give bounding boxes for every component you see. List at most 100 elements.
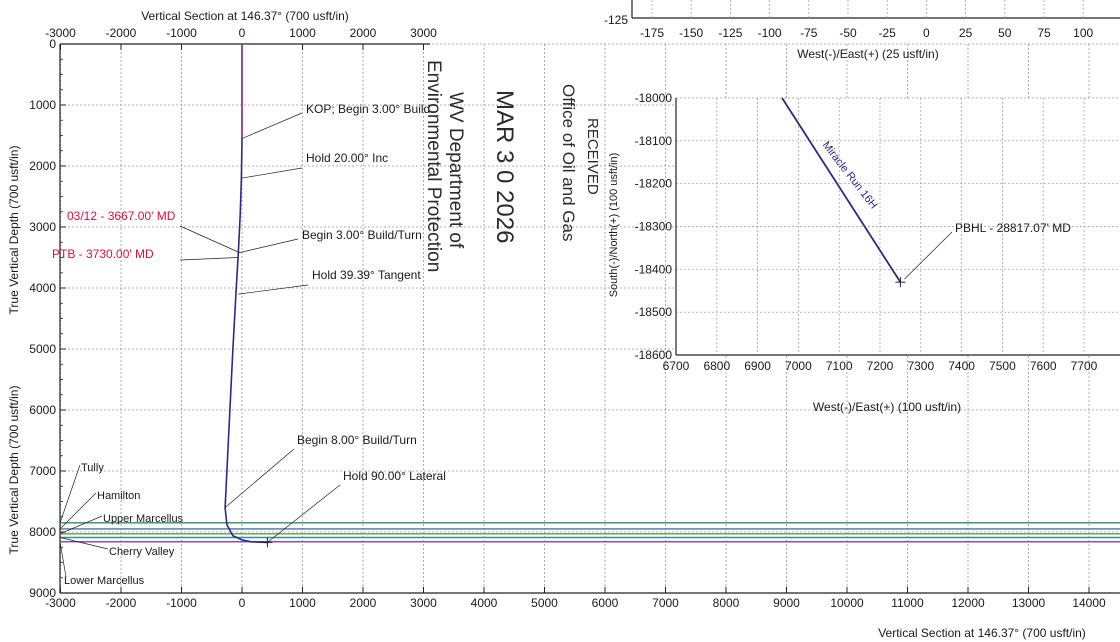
top-plan-x-axis-title: West(-)/East(+) (25 usft/in) [797,47,938,61]
stamp-date: MAR 3 0 2026 [491,90,518,243]
annotation-leader [267,484,341,543]
top-plan-x-tick-label: -50 [839,26,857,40]
top-x-tick-label: -2000 [106,26,137,40]
bottom-x-axis-title: Vertical Section at 146.37° (700 usft/in… [878,626,1086,640]
plan-x-tick-label: 7700 [1071,359,1098,373]
plan-y-tick-label: -18000 [635,91,673,105]
top-plan-axis: -125 -175 -150 -125 -100 -75 -50 -25 0 25 50 75 100 [604,0,1120,40]
y-tick-label: 1000 [29,98,56,112]
formation-label-tully: Tully [81,462,104,474]
bottom-x-tick-label: 11000 [891,596,924,610]
annotation-hold-39-tangent: Hold 39.39° Tangent [312,268,421,282]
top-x-tick-label: -1000 [166,26,197,40]
annotation-leader [241,167,303,179]
plan-x-tick-label: 7000 [785,359,812,373]
stamp-office: Office of Oil and Gas [559,84,578,241]
annotation-leader [179,257,239,261]
bottom-x-tick-label: 14000 [1072,596,1106,610]
formation-leader [59,541,67,578]
bottom-x-tick-label: 12000 [951,596,985,610]
bottom-x-tick-label: -2000 [106,596,137,610]
top-plan-x-tick-label: 75 [1037,26,1051,40]
bottom-x-tick-label: 5000 [531,596,558,610]
top-x-axis-title: Vertical Section at 146.37° (700 usft/in… [141,9,349,23]
top-plan-x-tick-label: 0 [923,26,930,40]
top-plan-x-tick-label: -100 [758,26,782,40]
annotation-begin-3-build-turn: Begin 3.00° Build/Turn [302,228,422,242]
plan-x-tick-label: 7100 [826,359,853,373]
stamp-received: RECEIVED [584,118,601,195]
y-axis-title-upper: True Vertical Depth (700 usft/in) [7,146,21,315]
top-plan-x-tick-label: -25 [879,26,897,40]
plan-x-tick-label: 7200 [867,359,894,373]
y-axis-title-lower: True Vertical Depth (700 usft/in) [7,386,21,555]
y-tick-label: 7000 [29,464,56,478]
y-tick-label: 6000 [29,403,56,417]
y-tick-label: 2000 [29,159,56,173]
y-tick-label: 4000 [29,281,56,295]
stamp-wv-dept: WV Department of [445,92,466,249]
annotation-leader [239,238,299,253]
well-path-line [224,44,268,544]
formation-leader [59,464,81,523]
top-x-tick-label: 2000 [350,26,377,40]
annotation-leader [238,284,309,295]
bottom-x-tick-label: -1000 [166,596,197,610]
y-tick-label: 0 [49,37,56,51]
top-x-tick-label: 3000 [410,26,437,40]
formation-label-hamilton: Hamilton [97,490,140,502]
annotation-ptb-3730: PTB - 3730.00' MD [52,247,154,261]
formation-label-lower-marcellus: Lower Marcellus [64,575,145,587]
bottom-x-tick-label: 0 [239,596,246,610]
y-tick-label: 3000 [29,220,56,234]
plan-x-tick-label: 7400 [948,359,975,373]
plan-y-tick-label: -18200 [635,177,673,191]
plan-x-tick-label: 6800 [703,359,730,373]
formation-leader [59,537,109,550]
bottom-x-tick-label: 1000 [289,596,316,610]
bottom-x-tick-label: 2000 [350,596,377,610]
y-tick-label: 9000 [29,586,56,600]
bottom-x-tick-label: 10000 [830,596,864,610]
annotation-leader [179,225,240,253]
plan-y-tick-label: -18600 [635,348,673,362]
annotation-hold-20: Hold 20.00° Inc [306,151,388,165]
plan-y-tick-label: -18100 [635,134,673,148]
bottom-x-tick-label: 3000 [410,596,437,610]
plan-x-tick-label: 7500 [989,359,1016,373]
top-plan-x-tick-label: -75 [800,26,818,40]
bottom-x-tick-label: 4000 [471,596,498,610]
plan-target-leader [904,231,953,280]
plan-y-tick-label: -18400 [635,262,673,276]
top-x-tick-label: 0 [239,26,246,40]
top-plan-x-tick-label: 50 [998,26,1012,40]
formation-leader [59,492,97,530]
formation-label-cherry-valley: Cherry Valley [109,546,175,558]
bottom-x-tick-label: 9000 [773,596,800,610]
plan-x-tick-label: 7300 [907,359,934,373]
plan-target-label: PBHL - 28817.07' MD [955,221,1071,235]
top-plan-x-tick-label: -175 [640,26,664,40]
main-chart: 0100020003000400050006000700080009000-30… [29,26,1120,610]
bottom-x-tick-label: 6000 [592,596,619,610]
top-plan-x-tick-label: -125 [718,26,742,40]
plan-x-axis-title: West(-)/East(+) (100 usft/in) [813,400,961,414]
annotation-leader [241,112,303,139]
plan-y-axis-title: South(-)/North(+) (100 usft/in) [608,153,620,298]
plan-well-path [781,97,902,283]
bottom-x-tick-label: 7000 [652,596,679,610]
formation-label-upper-marcellus: Upper Marcellus [103,513,184,525]
formation-leader [59,515,103,535]
stamp-env-protection: Environmental Protection [423,60,444,272]
annotation-hold-90-lateral: Hold 90.00° Lateral [343,469,446,483]
annotation-kop: KOP; Begin 3.00° Build [306,102,430,116]
y-tick-label: 8000 [29,525,56,539]
received-stamp: RECEIVED Office of Oil and Gas MAR 3 0 2… [423,60,601,272]
annotation-md-3667: 03/12 - 3667.00' MD [67,209,176,223]
plan-y-tick-label: -18500 [635,305,673,319]
plan-y-tick-label: -18300 [635,220,673,234]
plan-x-tick-label: 6900 [744,359,771,373]
annotation-leader [224,448,295,508]
plan-x-tick-label: 6700 [663,359,690,373]
